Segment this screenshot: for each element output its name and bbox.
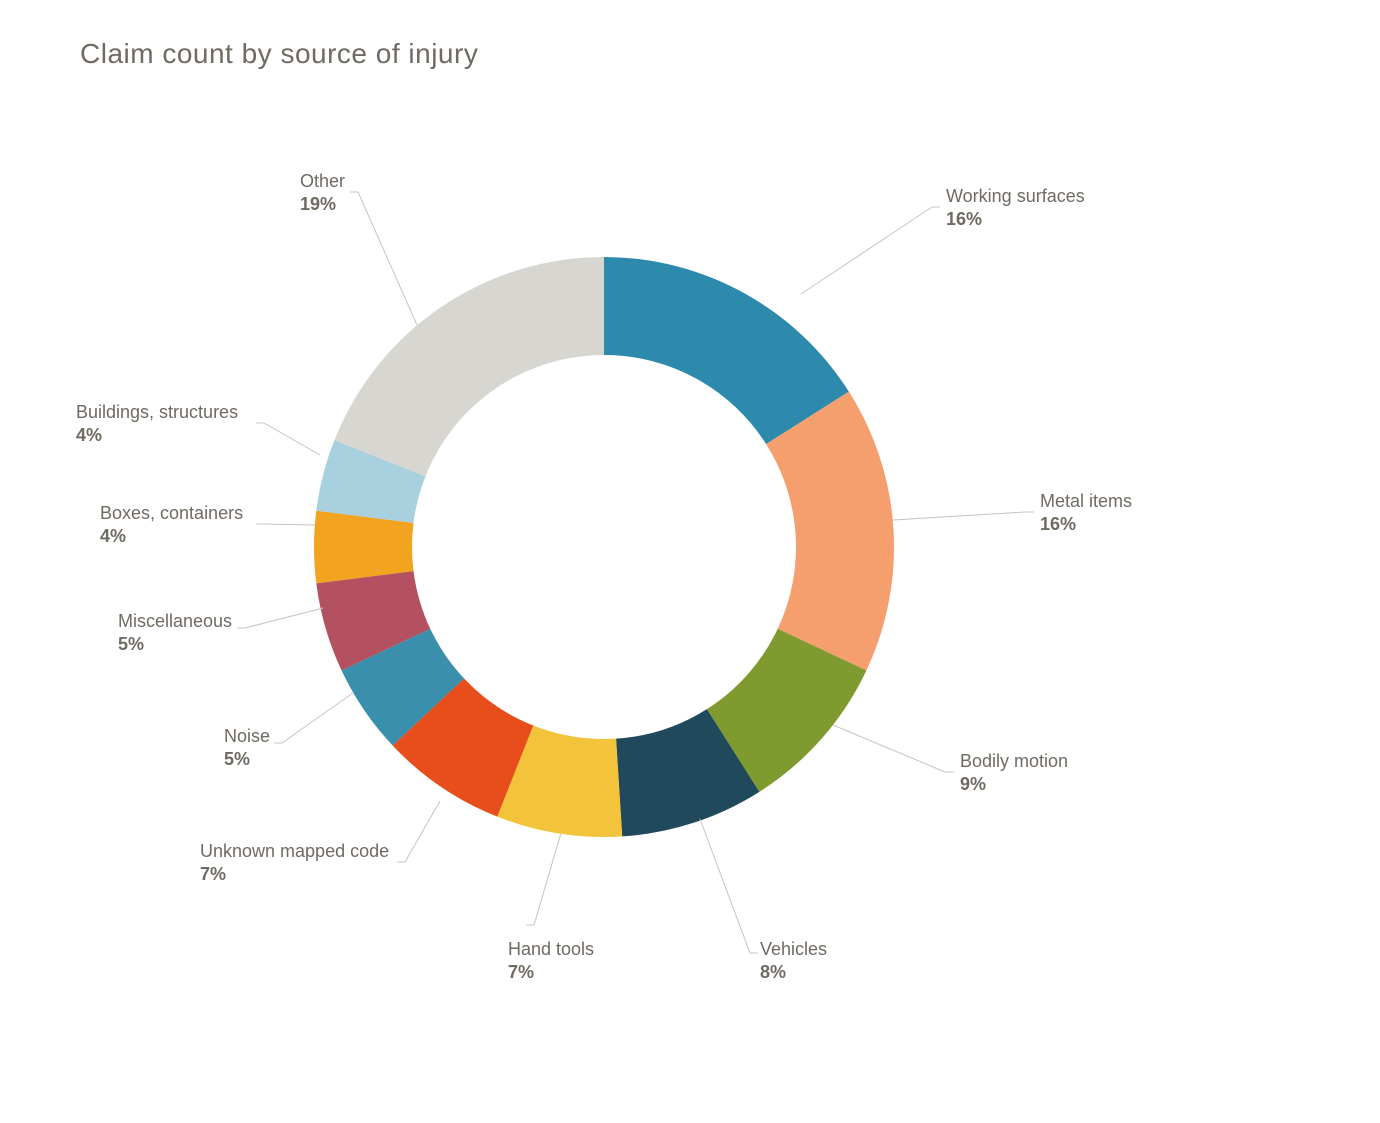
slice-label-name: Bodily motion xyxy=(960,750,1068,773)
slice-label: Hand tools7% xyxy=(508,938,594,983)
donut-chart: Working surfaces16%Metal items16%Bodily … xyxy=(0,0,1380,1123)
leader-line xyxy=(350,192,417,325)
slice-label: Buildings, structures4% xyxy=(76,401,238,446)
leader-line xyxy=(274,693,353,743)
slice-label-name: Boxes, containers xyxy=(100,502,243,525)
slice-label: Vehicles8% xyxy=(760,938,827,983)
donut-slice xyxy=(314,511,414,584)
slice-label-percent: 4% xyxy=(76,424,238,447)
slice-label-name: Miscellaneous xyxy=(118,610,232,633)
leader-line xyxy=(526,833,561,925)
slice-label: Unknown mapped code7% xyxy=(200,840,389,885)
slice-label-name: Working surfaces xyxy=(946,185,1085,208)
slice-label-name: Buildings, structures xyxy=(76,401,238,424)
slice-label-name: Metal items xyxy=(1040,490,1132,513)
slice-label-name: Vehicles xyxy=(760,938,827,961)
slice-label: Metal items16% xyxy=(1040,490,1132,535)
slice-label-name: Noise xyxy=(224,725,270,748)
slice-label-percent: 5% xyxy=(224,748,270,771)
slice-label-name: Unknown mapped code xyxy=(200,840,389,863)
leader-line xyxy=(700,819,758,953)
slice-label-percent: 16% xyxy=(946,208,1085,231)
leader-line xyxy=(237,608,323,628)
leader-line xyxy=(833,725,954,772)
donut-slice xyxy=(766,392,894,671)
leader-line xyxy=(256,423,320,455)
slice-label: Miscellaneous5% xyxy=(118,610,232,655)
slice-label-percent: 19% xyxy=(300,193,345,216)
slice-label-percent: 5% xyxy=(118,633,232,656)
slice-label: Bodily motion9% xyxy=(960,750,1068,795)
leader-line xyxy=(801,207,940,294)
slice-label-name: Other xyxy=(300,170,345,193)
leader-line xyxy=(893,512,1034,520)
slice-label: Working surfaces16% xyxy=(946,185,1085,230)
page-root: Claim count by source of injury Working … xyxy=(0,0,1380,1123)
leader-line xyxy=(397,801,440,862)
slice-label-name: Hand tools xyxy=(508,938,594,961)
slice-label-percent: 4% xyxy=(100,525,243,548)
slice-label-percent: 9% xyxy=(960,773,1068,796)
slice-label: Other19% xyxy=(300,170,345,215)
slice-label: Noise5% xyxy=(224,725,270,770)
slice-label-percent: 7% xyxy=(200,863,389,886)
slice-label-percent: 7% xyxy=(508,961,594,984)
donut-slice xyxy=(334,257,604,476)
slice-label-percent: 16% xyxy=(1040,513,1132,536)
leader-line xyxy=(256,524,315,525)
slice-label-percent: 8% xyxy=(760,961,827,984)
donut-chart-svg xyxy=(0,0,1380,1123)
slice-label: Boxes, containers4% xyxy=(100,502,243,547)
